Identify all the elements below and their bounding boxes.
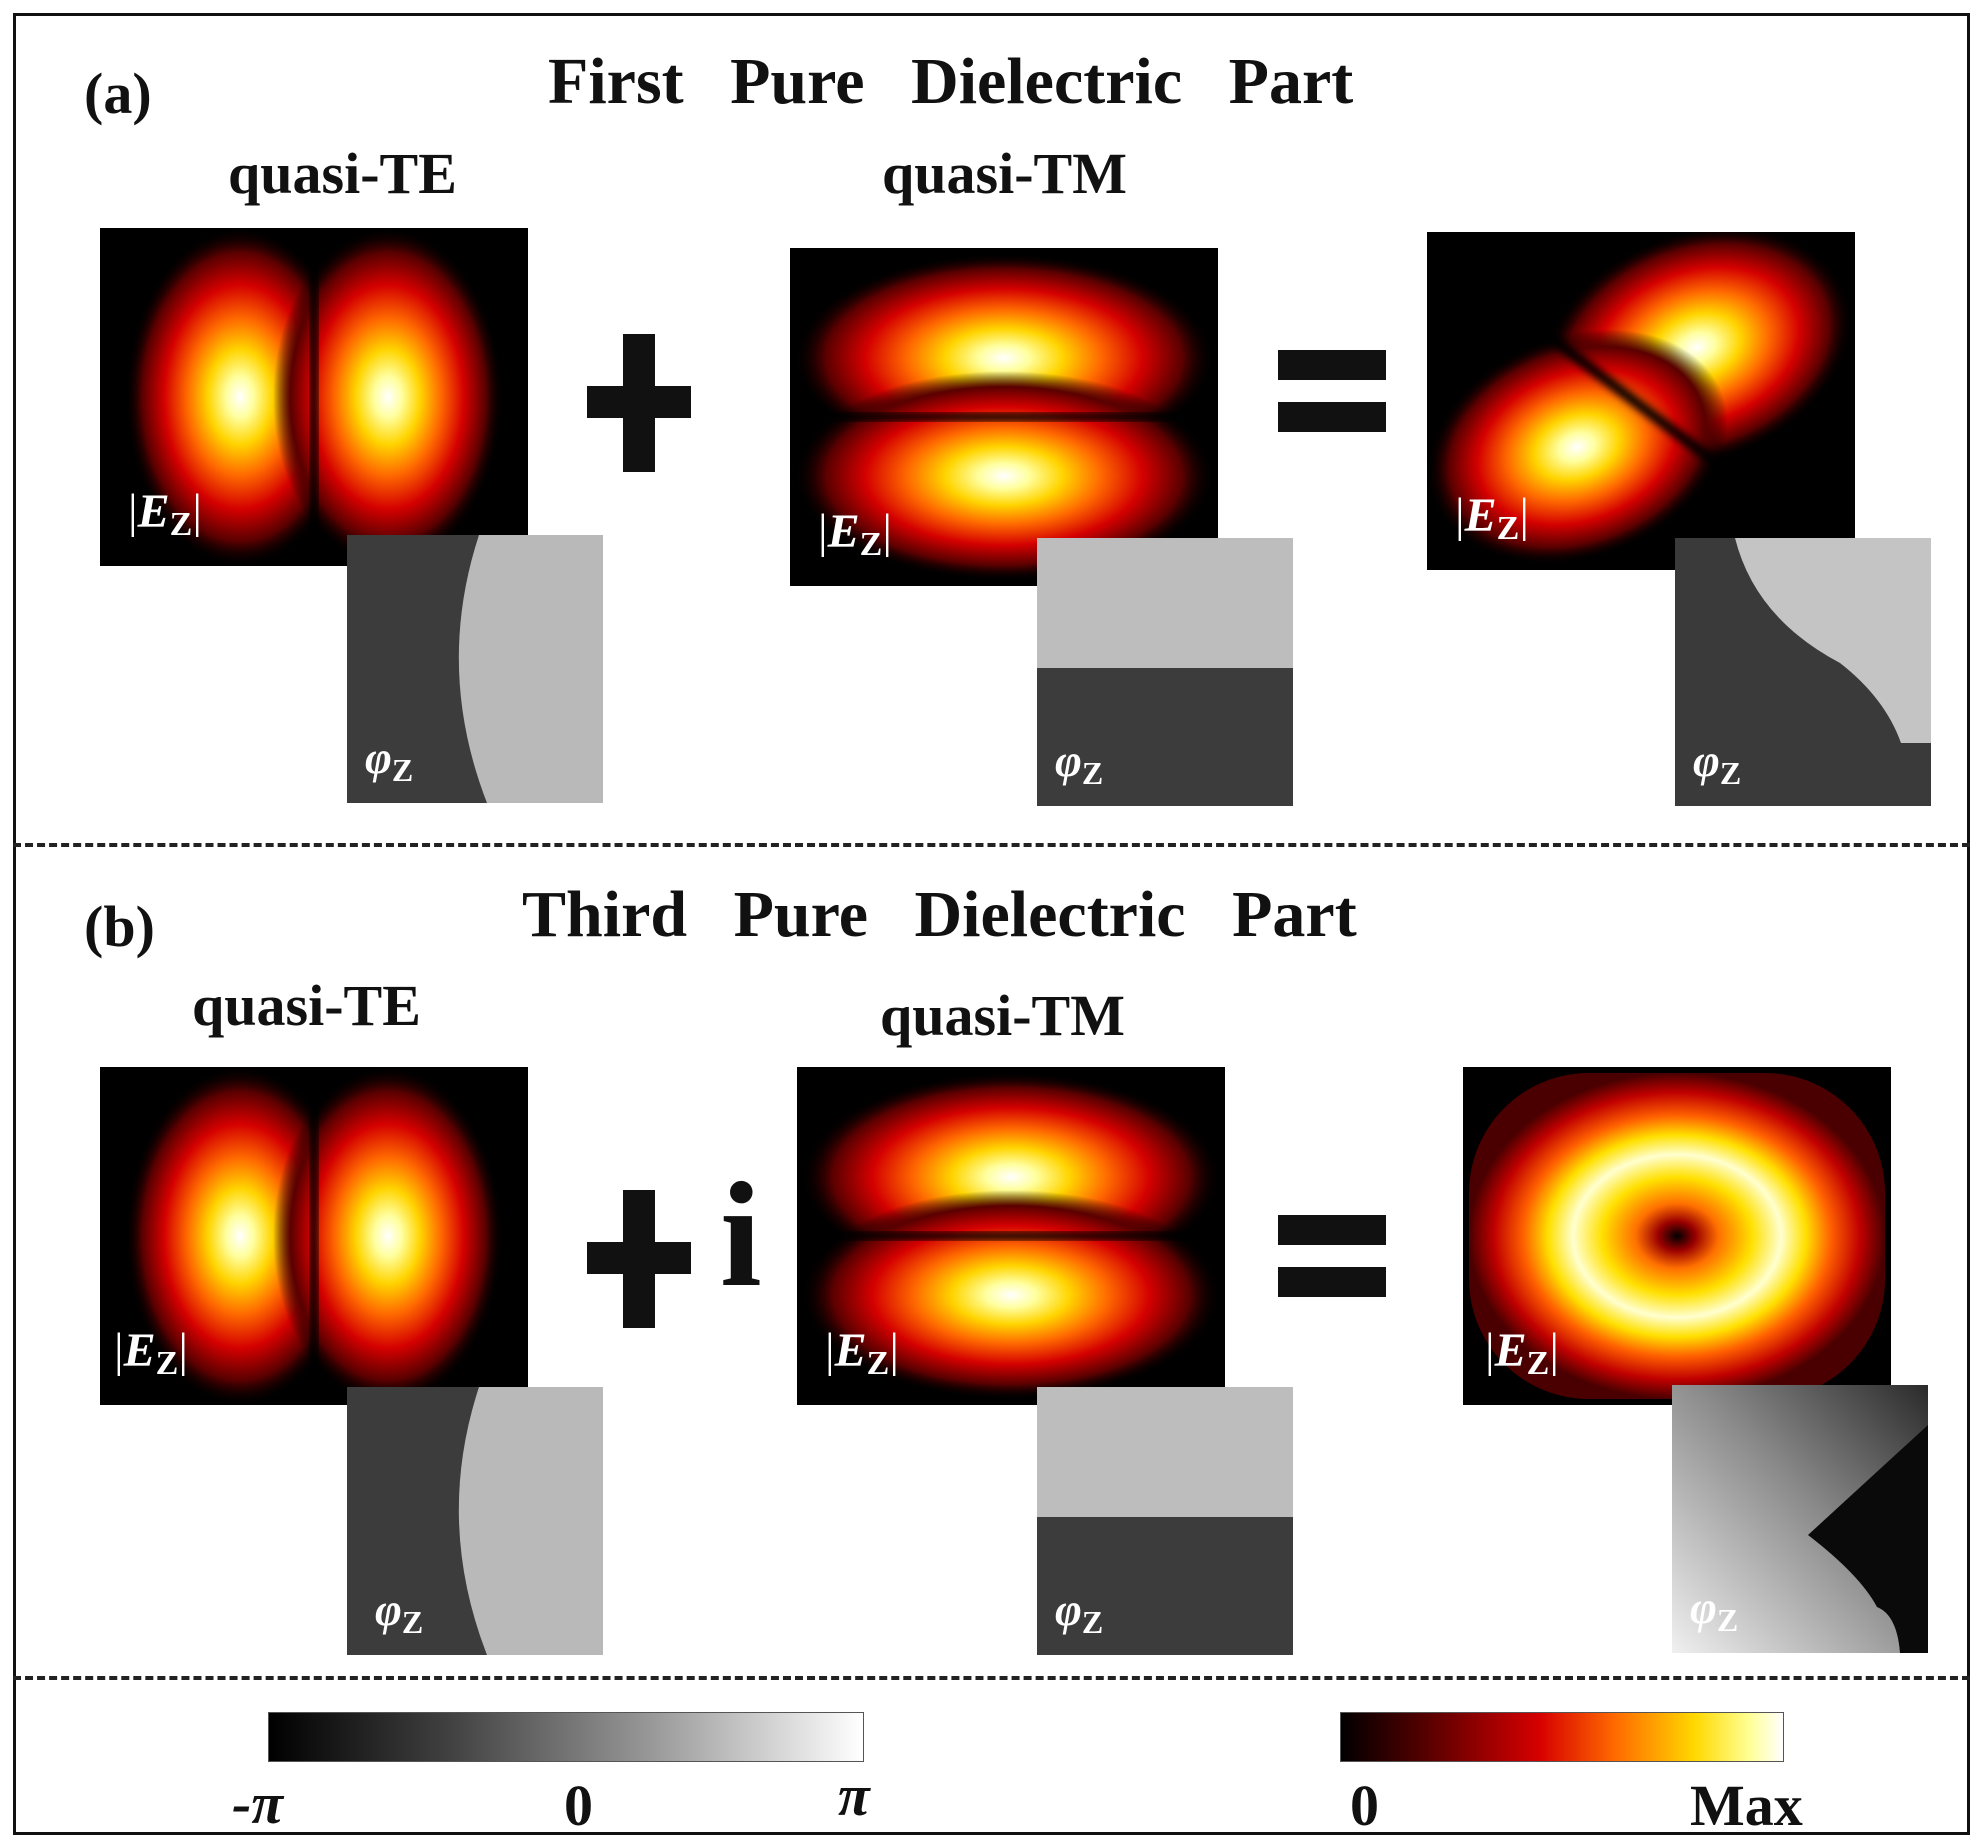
equals-operator [1278,1215,1386,1297]
phase-colorbar-gradient [268,1712,864,1762]
imaginary-unit: i [720,1152,762,1318]
phase-label: φZ [1690,1582,1739,1638]
panel-title: Third Pure Dielectric Part [522,878,1357,951]
tm-phase-map: φZ [1037,1387,1293,1655]
ez-label: |EZ| [114,1324,188,1382]
amplitude-colorbar-gradient [1340,1712,1784,1762]
phase-label: φZ [1693,735,1742,791]
quasi-te-label: quasi-TE [192,973,421,1038]
figure-frame [13,13,1970,1835]
plus-operator [587,334,691,472]
result-field-map: |EZ| [1463,1067,1891,1405]
result-field-map: |EZ| [1427,232,1855,570]
tm-field-map: |EZ| [797,1067,1225,1405]
amplitude-max-label: Max [1690,1773,1803,1838]
phase-label: φZ [375,1584,424,1640]
te-phase-map: φZ [347,1387,603,1655]
phase-mid-label: 0 [564,1773,593,1838]
phase-min-label: -π [232,1771,283,1836]
result-phase-map: φZ [1675,538,1931,806]
ez-label: |EZ| [818,505,892,563]
phase-max-label: π [838,1763,870,1828]
ez-label: |EZ| [1485,1324,1559,1382]
te-field-map: |EZ| [100,1067,528,1405]
plus-operator [587,1190,691,1328]
phase-label: φZ [1055,1584,1104,1640]
te-field-map: |EZ| [100,228,528,566]
quasi-te-label: quasi-TE [228,141,457,206]
panel-label: (a) [84,61,152,126]
tm-field-map: |EZ| [790,248,1218,586]
ez-label: |EZ| [128,485,202,543]
divider-top [13,843,1970,847]
equals-operator [1278,350,1386,432]
phase-label: φZ [1055,735,1104,791]
divider-bottom [13,1676,1970,1680]
panel-title: First Pure Dielectric Part [548,45,1354,118]
ez-label: |EZ| [825,1324,899,1382]
ez-label: |EZ| [1455,489,1529,547]
amplitude-min-label: 0 [1350,1773,1379,1838]
phase-label: φZ [365,732,414,788]
quasi-tm-label: quasi-TM [882,141,1127,206]
quasi-tm-label: quasi-TM [880,983,1125,1048]
result-phase-map: φZ [1672,1385,1928,1653]
panel-label: (b) [84,894,155,959]
te-phase-map: φZ [347,535,603,803]
tm-phase-map: φZ [1037,538,1293,806]
